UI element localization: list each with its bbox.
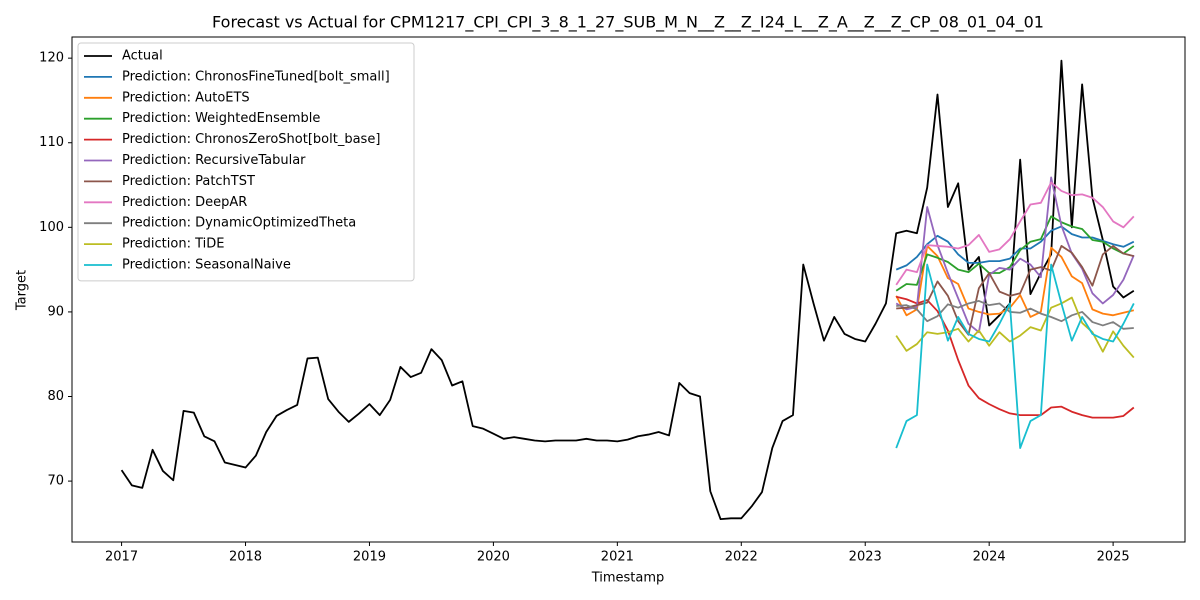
legend-label: Prediction: RecursiveTabular [122,153,306,168]
x-axis-label: Timestamp [591,571,665,586]
plot-frame [71,36,1186,543]
series-line [895,181,1135,286]
x-tick-label: 2017 [105,550,138,565]
legend-label: Prediction: DynamicOptimizedTheta [122,216,356,231]
series-line [896,300,1134,330]
series-line [895,263,1135,450]
y-tick-label: 110 [39,135,64,150]
x-tick-label: 2019 [353,550,386,565]
series-line [895,296,1135,359]
y-axis-label: Target [15,270,30,311]
series-line [895,295,1135,419]
legend-label: Prediction: DeepAR [122,195,247,210]
legend-label: Prediction: WeightedEnsemble [122,111,320,126]
legend-box [77,42,415,282]
y-tick-label: 80 [47,389,64,404]
x-tick-label: 2024 [973,550,1006,565]
series-line [895,215,1135,292]
x-tick-label: 2025 [1097,550,1130,565]
series-line [895,176,1135,334]
y-tick-label: 90 [47,304,64,319]
y-tick-label: 120 [39,51,64,66]
y-tick-label: 100 [39,220,64,235]
legend-label: Prediction: PatchTST [122,174,255,189]
series-line [896,245,1135,336]
legend-label: Actual [122,49,163,64]
y-tick-label: 70 [47,474,64,489]
x-tick-label: 2021 [601,550,634,565]
series-line [120,59,1135,521]
x-tick-label: 2022 [725,550,758,565]
x-tick-label: 2020 [477,550,510,565]
x-tick-label: 2023 [849,550,882,565]
legend-label: Prediction: ChronosFineTuned[bolt_small] [122,69,390,84]
chart-title: Forecast vs Actual for CPM1217_CPI_CPI_3… [212,13,1044,33]
legend-label: Prediction: AutoETS [122,90,250,105]
legend-label: Prediction: SeasonalNaive [122,258,291,273]
legend-label: Prediction: ChronosZeroShot[bolt_base] [122,132,380,147]
legend-label: Prediction: TiDE [122,237,224,252]
series-line [895,245,1135,318]
x-tick-label: 2018 [229,550,262,565]
